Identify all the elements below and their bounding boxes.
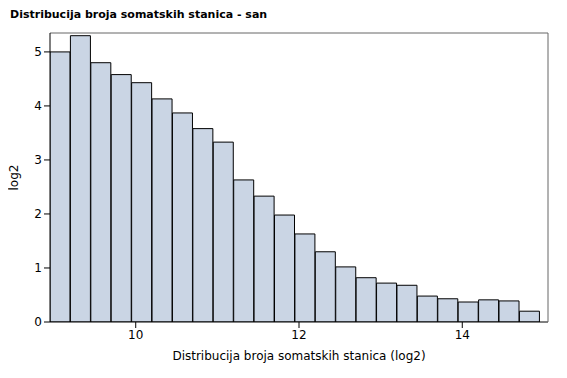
svg-text:log2: log2 — [8, 165, 21, 191]
svg-text:1: 1 — [34, 261, 42, 275]
svg-text:0: 0 — [34, 315, 42, 329]
svg-text:2: 2 — [34, 207, 42, 221]
html-text:Distribucija broja somatskih s: Distribucija broja somatskih stanica - s… — [10, 8, 268, 21]
svg-text:14: 14 — [455, 328, 470, 342]
svg-text:5: 5 — [34, 45, 42, 59]
svg-text:10: 10 — [128, 328, 143, 342]
svg-text:12: 12 — [291, 328, 306, 342]
svg-text:3: 3 — [34, 153, 42, 167]
svg-text:4: 4 — [34, 99, 42, 113]
svg-text:Distribucija broja somatskih s: Distribucija broja somatskih stanica (lo… — [172, 349, 425, 363]
